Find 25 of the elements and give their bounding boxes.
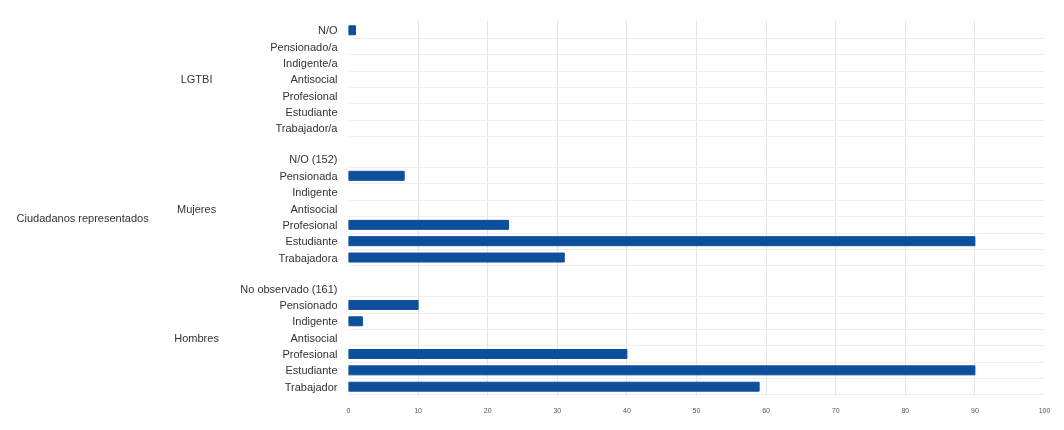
y-tick-label: Pensionada [279,169,339,182]
text: LGTBI [180,73,213,86]
y-tick-label: Antisocial [290,73,338,86]
y-tick-label: Estudiante [285,364,338,377]
y-tick-label: Indigente/a [283,57,339,69]
y-tick-label: Profesional [282,218,338,231]
y-tick-label: Trabajador/a [275,122,339,135]
text: Mujeres [177,202,217,215]
y-tick-label: Indigente [292,186,338,199]
y-tick-label: Estudiante [285,235,338,248]
y-tick-label: Profesional [282,348,338,360]
y-tick-label: Antisocial [290,331,338,344]
text: Hombres [174,331,220,344]
y-tick-label: N/O [317,24,338,37]
y-tick-label: Trabajador [284,380,338,393]
y-tick-label: Pensionado [279,298,338,311]
y-tick-label: Profesional [282,89,338,102]
y-tick-label: Indigente [292,315,338,328]
y-tick-label: N/O (152) [289,153,338,166]
text: Ciudadanos representados [16,212,150,225]
y-tick-label: Pensionado/a [270,40,339,53]
y-tick-label: No observado (161) [240,282,338,295]
y-tick-label: Estudiante [285,106,338,119]
y-tick-label: Trabajadora [278,251,339,264]
y-tick-label: Antisocial [290,202,338,215]
